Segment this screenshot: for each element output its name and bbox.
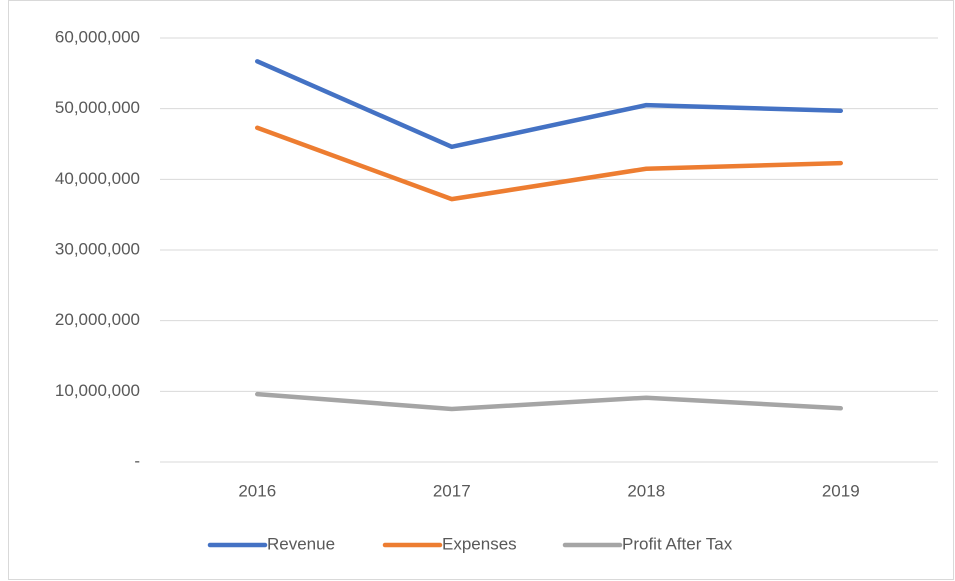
line-series — [255, 125, 843, 202]
y-tick-label: - — [134, 451, 140, 470]
x-tick-label: 2019 — [822, 481, 860, 500]
y-tick-label: 60,000,000 — [55, 27, 140, 46]
x-tick-label: 2017 — [433, 481, 471, 500]
y-tick-label: 20,000,000 — [55, 310, 140, 329]
chart-border — [8, 0, 954, 580]
line-series — [255, 59, 843, 150]
line-series — [255, 391, 843, 412]
legend-label: Revenue — [267, 534, 335, 553]
y-tick-label: 50,000,000 — [55, 98, 140, 117]
y-tick-label: 10,000,000 — [55, 381, 140, 400]
y-tick-label: 30,000,000 — [55, 239, 140, 258]
x-tick-label: 2016 — [238, 481, 276, 500]
legend-label: Profit After Tax — [622, 534, 733, 553]
legend-label: Expenses — [442, 534, 517, 553]
x-tick-label: 2018 — [627, 481, 665, 500]
y-tick-label: 40,000,000 — [55, 169, 140, 188]
